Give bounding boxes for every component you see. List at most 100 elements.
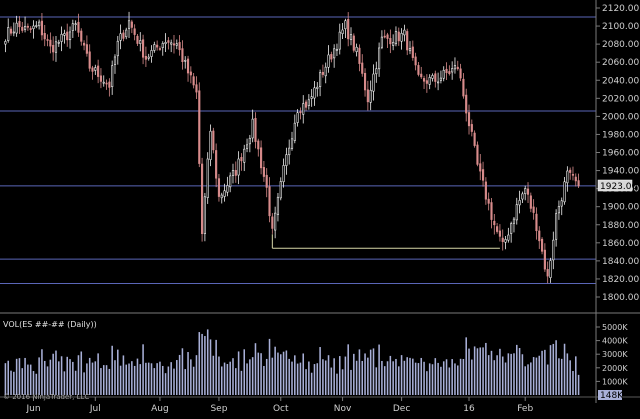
volume-bar <box>412 358 414 395</box>
volume-bar <box>114 360 116 395</box>
candle <box>510 221 513 243</box>
candle <box>181 40 184 70</box>
last-price-marker: 1923.00 <box>597 179 637 192</box>
candle <box>302 95 305 124</box>
volume-bar <box>136 358 139 395</box>
candle <box>439 70 442 84</box>
volume-bar <box>322 359 324 395</box>
volume-bar <box>305 369 307 395</box>
candle <box>282 158 285 188</box>
candle <box>425 74 428 93</box>
candle <box>496 222 499 234</box>
candle <box>71 19 74 38</box>
volume-bar <box>209 339 212 395</box>
candle <box>215 143 218 188</box>
volume-bar <box>476 348 479 395</box>
candle <box>296 109 299 127</box>
volume-bar <box>518 348 521 395</box>
volume-bar <box>235 368 237 395</box>
candle <box>257 138 260 157</box>
volume-bar <box>198 332 201 395</box>
volume-bar <box>350 369 352 395</box>
volume-bar <box>316 363 319 395</box>
volume-bar <box>176 360 178 395</box>
volume-bar <box>302 353 305 395</box>
volume-bar <box>97 353 99 395</box>
volume-bar <box>111 345 113 395</box>
candle <box>184 56 187 69</box>
volume-bar <box>521 354 524 395</box>
candle <box>203 192 206 242</box>
volume-bar <box>18 358 21 395</box>
price-tick-label: 1940.00 <box>602 167 639 177</box>
volume-bar <box>131 361 133 395</box>
candle <box>321 64 324 78</box>
volume-bar <box>397 366 400 395</box>
volume-bar <box>426 371 428 395</box>
volume-bar <box>327 355 330 395</box>
volume-tick-label: 5000K <box>602 323 628 332</box>
candle <box>108 78 111 97</box>
candle <box>237 151 240 185</box>
candle <box>54 36 58 62</box>
volume-bar <box>527 364 529 395</box>
volume-bar <box>454 363 456 395</box>
volume-bar <box>440 366 442 395</box>
candle <box>136 34 139 47</box>
candle <box>504 235 507 250</box>
candle <box>304 99 308 111</box>
candle <box>378 42 381 77</box>
volume-bar <box>125 364 127 395</box>
candle <box>411 40 414 61</box>
candle <box>420 66 423 79</box>
volume-bar <box>493 360 496 395</box>
volume-bar <box>296 363 299 395</box>
volume-bar <box>566 353 569 395</box>
x-tick-label: Sep <box>210 404 227 414</box>
volume-bar <box>459 358 462 395</box>
candle <box>408 41 412 55</box>
candle <box>35 21 38 29</box>
volume-bar <box>319 347 321 395</box>
volume-bar <box>353 353 355 395</box>
volume-bar <box>268 338 271 395</box>
volume-bar <box>288 358 290 395</box>
candle <box>133 24 136 41</box>
volume-bar <box>420 357 423 395</box>
volume-bar <box>46 366 49 395</box>
volume-bar <box>361 360 364 395</box>
volume-bar <box>212 355 215 395</box>
candle <box>223 183 226 202</box>
candle <box>330 51 333 63</box>
volume-bar <box>451 359 453 395</box>
volume-bar <box>41 349 43 395</box>
volume-bar <box>119 365 122 395</box>
candle <box>127 11 131 39</box>
candle <box>324 62 327 84</box>
volume-bar <box>437 362 439 395</box>
candle <box>105 79 108 90</box>
candle <box>465 88 468 122</box>
candle <box>299 107 302 120</box>
volume-bar <box>471 359 473 395</box>
volume-bar <box>215 339 217 395</box>
volume-bar <box>43 360 46 395</box>
volume-bar <box>178 354 181 395</box>
volume-bar <box>204 336 206 395</box>
candle <box>392 34 395 51</box>
candle <box>448 65 451 76</box>
volume-bar <box>482 347 484 395</box>
candle <box>111 60 114 95</box>
volume-bar <box>83 372 85 395</box>
candle <box>487 192 490 211</box>
candle <box>26 23 29 31</box>
candle <box>40 13 44 41</box>
candle <box>139 32 142 52</box>
volume-bar <box>308 361 310 395</box>
price-tick-label: 2080.00 <box>602 40 639 50</box>
volume-tick-label: 3000K <box>602 350 628 359</box>
volume-bar <box>406 357 408 395</box>
volume-bar <box>195 355 198 395</box>
volume-bar <box>142 344 144 395</box>
volume-bar <box>237 351 240 395</box>
